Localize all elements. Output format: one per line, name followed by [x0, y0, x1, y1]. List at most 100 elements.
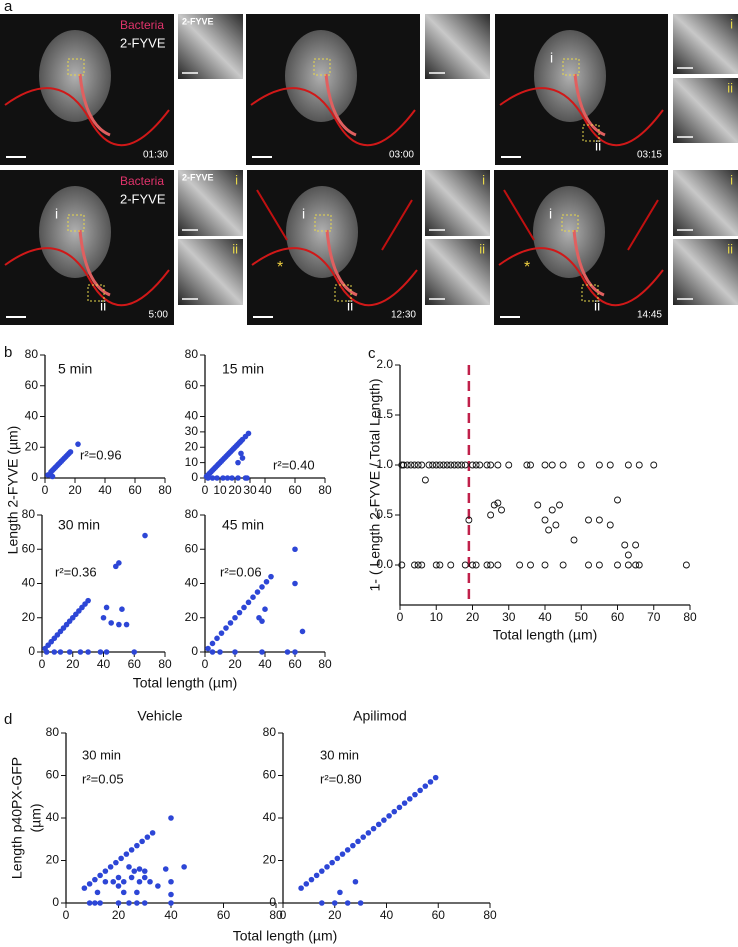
point	[606, 461, 614, 469]
point	[119, 606, 125, 612]
point	[418, 461, 426, 469]
inset	[178, 170, 243, 236]
point	[527, 561, 534, 569]
point	[375, 821, 382, 828]
y-tick-label: 0	[191, 470, 198, 484]
point	[298, 885, 304, 891]
y-tick-label: 0	[28, 644, 35, 658]
point	[244, 475, 250, 481]
point	[624, 561, 632, 569]
point	[218, 630, 225, 636]
y-tick-label: 30	[185, 424, 199, 438]
point	[400, 461, 408, 469]
chart-title: 5 min	[58, 361, 92, 377]
point	[401, 800, 408, 806]
point	[235, 475, 241, 481]
y-tick-label: 80	[185, 507, 199, 521]
annotation: 30 min	[320, 747, 359, 762]
point	[131, 649, 138, 655]
point	[585, 516, 592, 524]
point	[227, 620, 234, 626]
point	[147, 878, 153, 885]
bacterium	[325, 229, 358, 297]
legend-fyve: 2-FYVE	[120, 35, 166, 50]
point	[370, 825, 377, 832]
point	[436, 461, 444, 469]
y-tick-label: 20	[25, 439, 39, 453]
point	[292, 649, 298, 655]
inset-title: 2-FYVE	[182, 172, 214, 182]
point	[168, 900, 174, 906]
point	[534, 501, 542, 509]
y-tick-label: 0	[31, 470, 38, 484]
point	[245, 430, 252, 437]
bacterium	[572, 229, 605, 297]
y-tick-label: 1.0	[376, 457, 393, 471]
point	[115, 874, 122, 881]
point	[85, 649, 91, 655]
point	[313, 872, 320, 879]
point	[128, 847, 135, 853]
point	[139, 838, 145, 845]
x-tick-label: 50	[575, 610, 589, 624]
x-tick-label: 40	[380, 908, 394, 922]
annotation: r²=0.06	[220, 564, 262, 579]
point	[97, 900, 103, 906]
y-tick-label: 40	[263, 810, 277, 824]
x-tick-label: 80	[318, 657, 332, 671]
point	[411, 461, 418, 469]
point	[102, 878, 109, 885]
roi-box	[313, 58, 331, 76]
point	[632, 561, 640, 569]
point	[284, 649, 291, 655]
point	[292, 546, 298, 553]
point	[250, 594, 256, 600]
point	[614, 561, 621, 569]
y-tick-label: 20	[46, 853, 60, 867]
point	[141, 874, 148, 881]
point	[461, 461, 469, 469]
timestamp: 03:00	[389, 150, 414, 161]
point	[337, 889, 343, 896]
point	[406, 796, 413, 802]
point	[350, 842, 356, 849]
point	[472, 561, 480, 569]
point	[259, 584, 265, 590]
x-tick-label: 80	[318, 483, 332, 497]
bacterium	[324, 73, 357, 137]
region-label: i	[549, 206, 552, 222]
point	[214, 635, 220, 642]
point	[107, 864, 114, 870]
point	[632, 541, 640, 549]
x-tick-label: 40	[97, 657, 111, 671]
point	[168, 891, 174, 898]
x-tick-label: 0	[397, 610, 404, 624]
point	[344, 847, 351, 853]
point	[523, 461, 531, 469]
point	[577, 461, 585, 469]
x-tick-label: 80	[269, 908, 283, 922]
point	[232, 649, 238, 655]
x-tick-label: 60	[128, 483, 142, 497]
point	[443, 461, 451, 469]
y-tick-label: 40	[25, 409, 39, 423]
point	[238, 450, 244, 457]
x-tick-label: 80	[483, 908, 497, 922]
roi-box	[561, 214, 579, 232]
point	[217, 649, 223, 655]
inset-region: ii	[479, 241, 485, 256]
point	[209, 640, 216, 647]
x-tick-label: 60	[288, 483, 302, 497]
chart-title: Apilimod	[353, 708, 407, 724]
point	[355, 838, 361, 845]
point	[635, 561, 643, 569]
point	[308, 876, 315, 883]
point	[494, 461, 502, 469]
y-tick-label: 20	[185, 439, 199, 453]
point	[398, 561, 406, 569]
roi-box	[67, 58, 85, 76]
y-tick-label: 60	[22, 541, 36, 555]
point	[595, 461, 603, 469]
point	[85, 597, 91, 604]
x-tick-label: 0	[63, 908, 70, 922]
